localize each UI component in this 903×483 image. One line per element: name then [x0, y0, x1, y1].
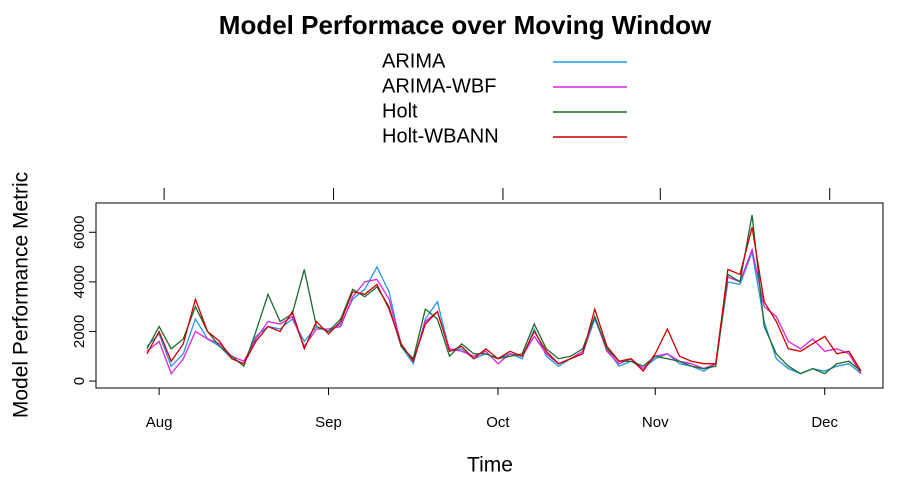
legend-label: Holt: [382, 100, 418, 122]
series-line: [146, 227, 862, 373]
plot-frame: [95, 202, 884, 389]
y-tick-label: 4000: [71, 265, 88, 298]
y-tick-label: 2000: [71, 315, 88, 348]
legend-label: Holt-WBANN: [382, 125, 499, 147]
x-tick-label: Oct: [486, 414, 510, 431]
x-axis-title: Time: [467, 454, 513, 477]
chart-title: Model Performace over Moving Window: [219, 10, 712, 40]
series-line: [146, 247, 862, 375]
x-tick-label: Sep: [315, 414, 342, 431]
legend-label: ARIMA-WBF: [382, 75, 496, 97]
x-tick-label: Dec: [811, 414, 838, 431]
series-line: [146, 214, 862, 375]
legend-label: ARIMA: [382, 50, 446, 72]
x-tick-label: Nov: [642, 414, 669, 431]
y-tick-label: 6000: [71, 216, 88, 249]
x-tick-label: Aug: [146, 414, 173, 431]
y-tick-label: 0: [71, 377, 88, 385]
y-axis-title: Model Performance Metric: [10, 172, 33, 418]
